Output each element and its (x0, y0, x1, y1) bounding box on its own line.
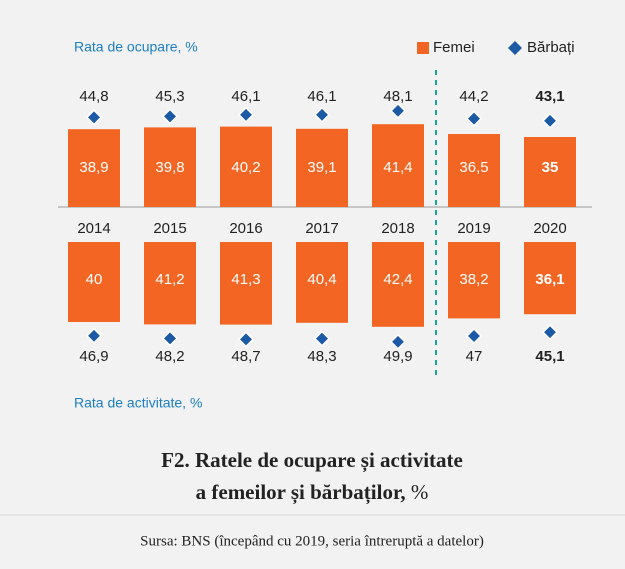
point-label: 49,9 (383, 348, 412, 365)
bar (68, 129, 120, 207)
bar (144, 127, 196, 207)
bar (220, 242, 272, 325)
diamond (465, 327, 483, 345)
title-unit: % (411, 480, 429, 504)
point-label: 46,9 (79, 348, 108, 365)
x-tick-label: 2016 (229, 220, 262, 237)
diamond (161, 108, 179, 125)
diamond (237, 106, 255, 123)
point-label: 47 (466, 348, 483, 365)
diamond (465, 110, 483, 127)
point-label: 44,8 (79, 88, 108, 105)
bar-label: 36,5 (459, 159, 488, 176)
diamond (237, 331, 255, 348)
bar-label: 41,4 (383, 159, 412, 176)
bar (296, 242, 348, 323)
bar-label: 39,1 (307, 159, 336, 176)
x-tick-label: 2018 (381, 220, 414, 237)
point-label: 48,3 (307, 348, 336, 365)
bar-label: 42,4 (383, 271, 412, 288)
diamond (389, 102, 407, 119)
bar-label: 41,3 (231, 271, 260, 288)
bar (372, 242, 424, 327)
x-tick-label: 2014 (77, 220, 110, 237)
point-label: 48,7 (231, 348, 260, 365)
bar (524, 137, 576, 207)
bar (524, 242, 576, 315)
bar-label: 36,1 (535, 271, 564, 288)
bar (448, 134, 500, 207)
point-label: 45,1 (535, 348, 564, 365)
bar-label: 41,2 (155, 271, 184, 288)
point-label: 44,2 (459, 88, 488, 105)
bar-label: 40,2 (231, 159, 260, 176)
diamond (85, 327, 103, 344)
title-text: a femeilor și bărbaților, (196, 480, 406, 505)
diamond (389, 333, 407, 350)
bottom-axis-label: Rata de activitate, % (74, 395, 202, 411)
bar-label: 40,4 (307, 271, 336, 288)
bar (220, 126, 272, 207)
diamond (85, 109, 103, 126)
diamond (161, 330, 179, 347)
x-tick-label: 2020 (533, 220, 566, 237)
bar (68, 242, 120, 322)
legend-swatch (508, 41, 522, 55)
point-label: 48,1 (383, 88, 412, 105)
bar (448, 242, 500, 319)
legend-swatch (417, 42, 429, 54)
bar-label: 40 (86, 271, 103, 288)
point-label: 46,1 (231, 88, 260, 105)
bar-label: 38,2 (459, 271, 488, 288)
bar-label: 35 (542, 159, 559, 176)
top-axis-label: Rata de ocupare, % (74, 39, 198, 55)
diamond (541, 112, 559, 129)
point-label: 45,3 (155, 88, 184, 105)
x-tick-label: 2019 (457, 220, 490, 237)
title-line: F2. Ratele de ocupare și activitate (161, 448, 463, 473)
diamond (541, 324, 559, 341)
point-label: 43,1 (535, 88, 564, 105)
bar-label: 38,9 (79, 159, 108, 176)
bar-label: 39,8 (155, 159, 184, 176)
x-tick-label: 2015 (153, 220, 186, 237)
legend-label: Femei (433, 39, 475, 56)
title-line: a femeilor și bărbaților, % (196, 480, 429, 505)
x-tick-label: 2017 (305, 220, 338, 237)
bar (296, 128, 348, 207)
diamond (313, 106, 331, 123)
source: Sursa: BNS (începând cu 2019, seria într… (140, 533, 484, 549)
point-label: 48,2 (155, 348, 184, 365)
bar (372, 124, 424, 207)
point-label: 46,1 (307, 88, 336, 105)
bar (144, 242, 196, 325)
legend-label: Bărbați (527, 39, 575, 56)
diamond (313, 330, 331, 347)
